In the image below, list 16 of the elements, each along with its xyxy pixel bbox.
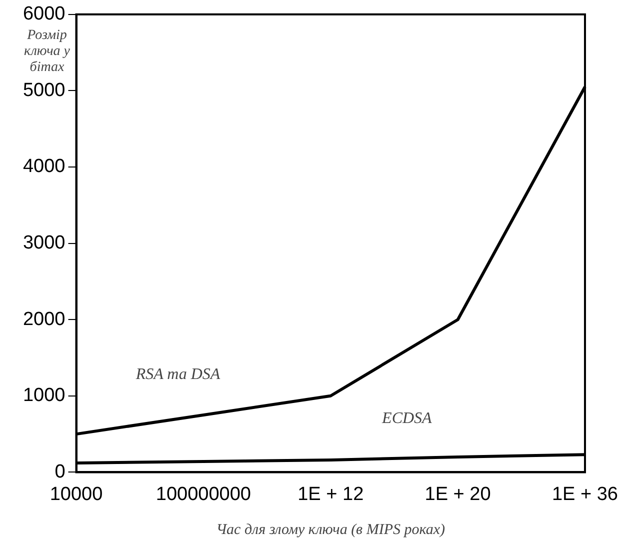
series-label: RSA та DSA bbox=[134, 366, 220, 383]
y-tick-label: 5000 bbox=[22, 80, 66, 101]
y-tick-label: 6000 bbox=[22, 4, 66, 25]
y-tick-label: 1000 bbox=[22, 385, 66, 406]
y-tick-label: 2000 bbox=[22, 308, 66, 330]
y-tick-label: 4000 bbox=[22, 156, 66, 178]
y-tick-label: 3000 bbox=[22, 232, 66, 254]
x-tick-label: 100000000 bbox=[156, 484, 251, 505]
x-tick-label: 1E + 20 bbox=[424, 484, 491, 505]
series-label: ECDSA bbox=[381, 410, 432, 428]
y-tick-label: 0 bbox=[54, 461, 66, 482]
x-tick-label: 1E + 12 bbox=[298, 484, 364, 505]
x-tick-label: 1E + 36 bbox=[552, 484, 618, 505]
x-axis-title: Час для злому ключа (в MIPS роках) bbox=[216, 522, 446, 538]
y-axis-title: Розмір ключа у бітах bbox=[22, 28, 71, 76]
x-tick-label: 10000 bbox=[50, 484, 103, 505]
